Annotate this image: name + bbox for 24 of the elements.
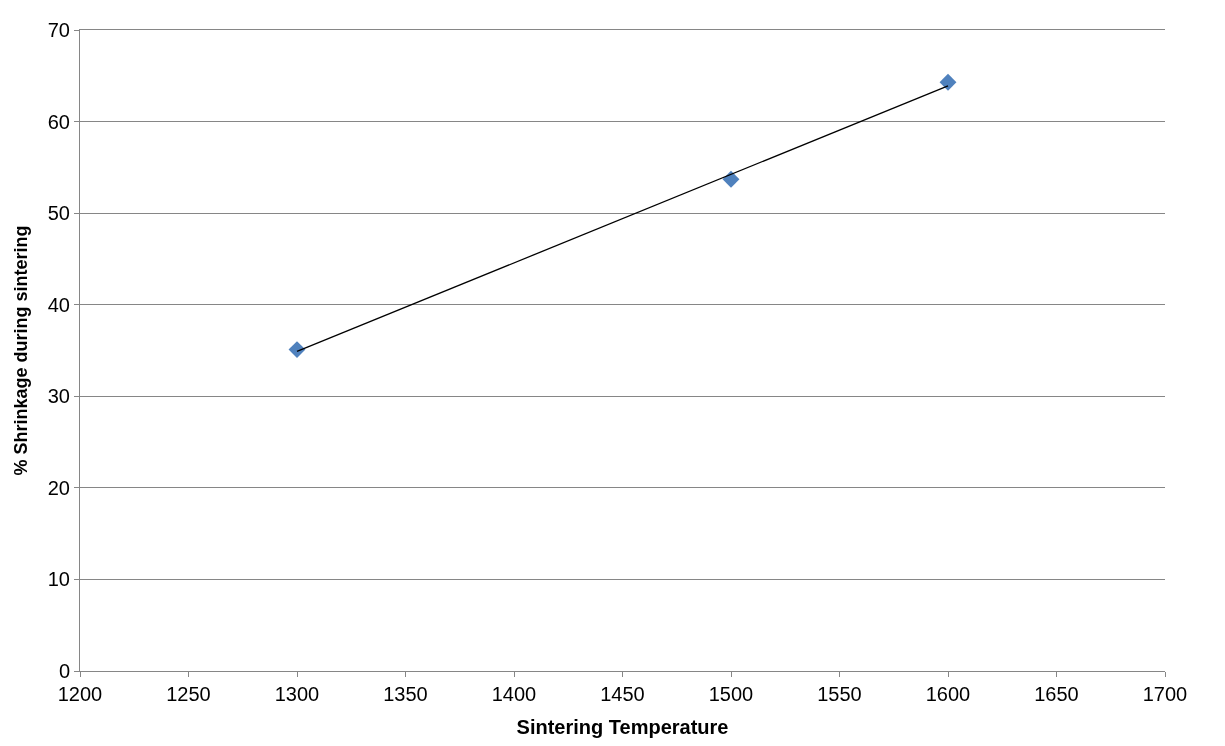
x-tick-label: 1300 [274,683,320,705]
x-tick-label: 1650 [1034,683,1079,705]
x-tick-label: 1600 [925,683,971,705]
y-tick-label: 40 [47,293,70,316]
x-tick-label: 1700 [1142,683,1188,705]
y-tick-label: 60 [47,110,70,133]
x-tick-label: 1500 [708,683,754,705]
point [288,341,306,359]
y-tick-label: 30 [47,385,70,408]
x-tick-label: 1450 [600,683,645,705]
x-tick-label: 1400 [491,683,537,705]
y-tick-label: 20 [47,476,70,499]
x-axis-title: Sintering Temperature [516,715,729,738]
y-tick-label: 10 [47,568,70,591]
point [722,170,740,188]
y-tick-label: 70 [47,19,70,41]
y-tick-label: 0 [58,660,70,682]
y-axis-title: % Shrinkage during sintering [10,225,31,476]
y-tick-label: 50 [47,202,70,225]
x-tick-label: 1200 [57,683,103,705]
x-tick-label: 1350 [383,683,428,705]
point [939,73,957,91]
x-tick-label: 1250 [166,683,211,705]
x-tick-label: 1550 [817,683,862,705]
